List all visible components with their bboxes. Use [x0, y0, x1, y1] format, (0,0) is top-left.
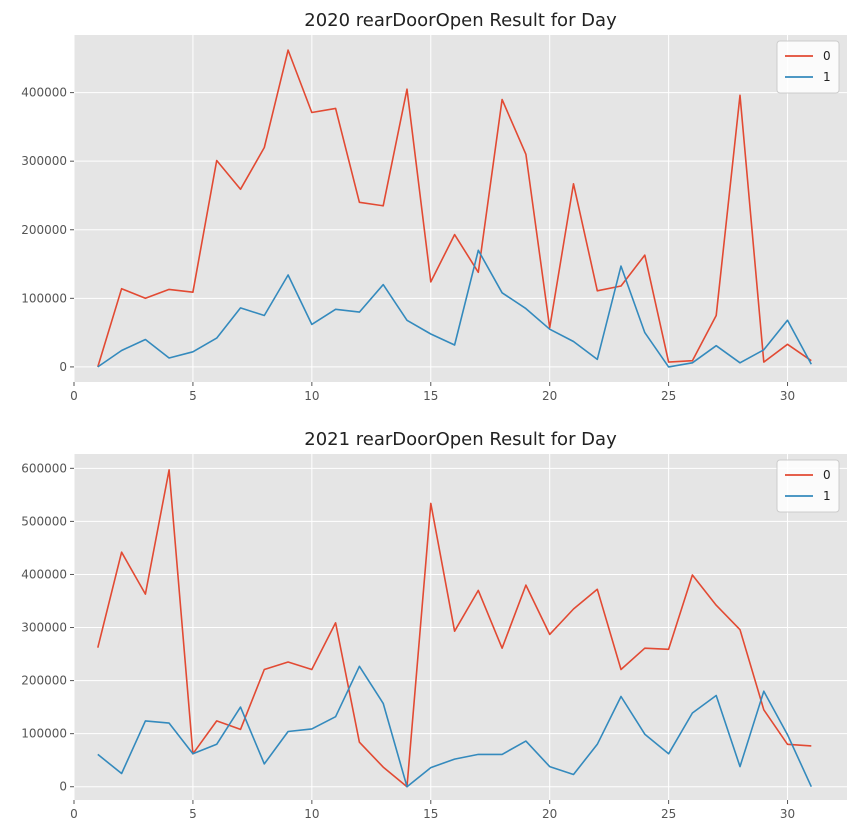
y-tick-label: 100000 [21, 291, 67, 305]
x-tick-label: 30 [780, 807, 795, 821]
legend-label: 1 [823, 489, 831, 503]
chart-title: 2021 rearDoorOpen Result for Day [304, 429, 617, 450]
x-tick-label: 15 [423, 807, 438, 821]
y-tick-label: 400000 [21, 567, 67, 581]
y-tick-label: 0 [59, 360, 67, 374]
y-tick-label: 100000 [21, 727, 67, 741]
y-tick-label: 200000 [21, 674, 67, 688]
plot-area [74, 454, 847, 800]
x-tick-label: 25 [661, 807, 676, 821]
y-tick-label: 400000 [21, 86, 67, 100]
y-tick-label: 0 [59, 780, 67, 794]
x-tick-label: 10 [304, 389, 319, 403]
y-tick-label: 500000 [21, 514, 67, 528]
y-tick-label: 600000 [21, 461, 67, 475]
y-tick-label: 300000 [21, 154, 67, 168]
x-tick-label: 5 [189, 389, 197, 403]
x-tick-label: 30 [780, 389, 795, 403]
legend: 01 [777, 41, 839, 93]
x-tick-label: 20 [542, 389, 557, 403]
chart-title: 2020 rearDoorOpen Result for Day [304, 10, 617, 31]
legend: 01 [777, 460, 839, 512]
x-tick-label: 5 [189, 807, 197, 821]
x-tick-label: 15 [423, 389, 438, 403]
x-tick-label: 20 [542, 807, 557, 821]
x-tick-label: 0 [70, 807, 78, 821]
x-tick-label: 10 [304, 807, 319, 821]
legend-label: 0 [823, 49, 831, 63]
y-tick-label: 300000 [21, 621, 67, 635]
x-tick-label: 25 [661, 389, 676, 403]
legend-label: 1 [823, 70, 831, 84]
plot-area [74, 35, 847, 382]
y-tick-label: 200000 [21, 223, 67, 237]
x-tick-label: 0 [70, 389, 78, 403]
legend-label: 0 [823, 468, 831, 482]
